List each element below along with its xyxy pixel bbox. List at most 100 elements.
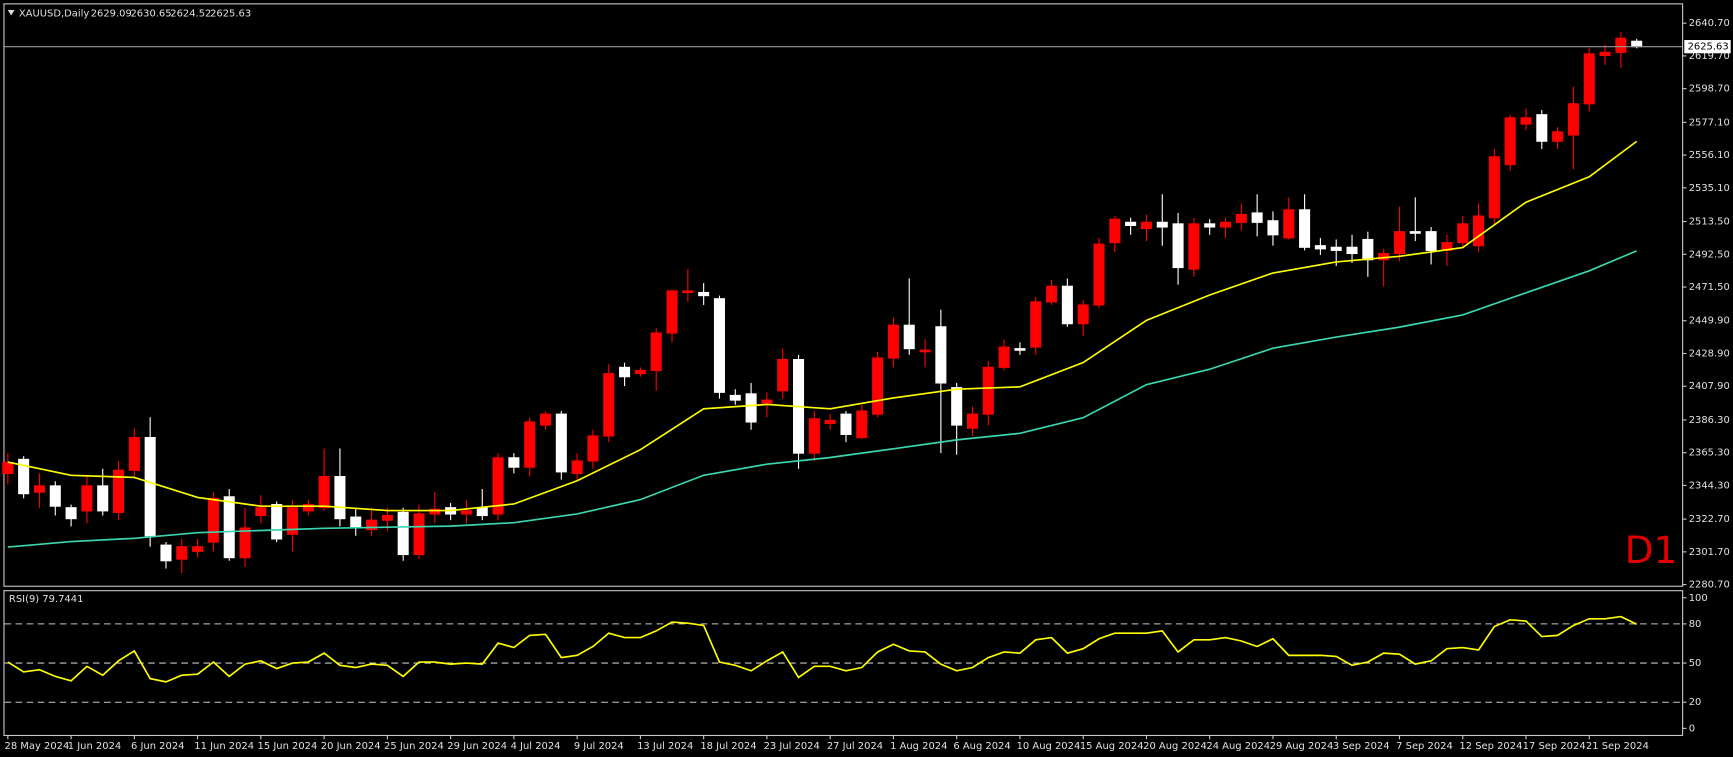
x-tick-label: 6 Aug 2024: [953, 741, 1010, 752]
candle-body: [1504, 117, 1516, 166]
candle-body: [856, 410, 868, 439]
x-tick-label: 24 Aug 2024: [1206, 741, 1270, 752]
candle-body: [1251, 212, 1263, 223]
current-price-label: 2625.63: [1688, 42, 1729, 53]
candle-body: [524, 421, 536, 468]
candle-body: [1393, 231, 1405, 255]
candle-body: [429, 508, 441, 515]
candle-body: [1125, 221, 1137, 226]
x-tick-label: 23 Jul 2024: [764, 741, 820, 752]
candle-body: [49, 485, 61, 507]
y-tick-label: 2535.10: [1689, 183, 1730, 194]
y-tick-label: 2280.70: [1689, 580, 1730, 591]
candle-body: [713, 298, 725, 393]
candle-body: [113, 469, 125, 513]
candle-body: [239, 527, 251, 559]
candle-body: [1061, 285, 1073, 325]
candle-body: [998, 346, 1010, 368]
candle-body: [982, 366, 994, 415]
x-tick-label: 10 Aug 2024: [1017, 741, 1081, 752]
x-tick-label: 17 Sep 2024: [1523, 741, 1586, 752]
candle-body: [1425, 231, 1437, 251]
candle-body: [1077, 304, 1089, 325]
y-tick-label: 2428.90: [1689, 348, 1730, 359]
x-tick-label: 13 Jul 2024: [637, 741, 693, 752]
x-tick-label: 20 Jun 2024: [321, 741, 381, 752]
y-tick-label: 2471.50: [1689, 282, 1730, 293]
ohlc-high: 2630.65: [130, 8, 171, 19]
candle-body: [97, 485, 109, 512]
candle-body: [935, 326, 947, 384]
x-tick-label: 21 Sep 2024: [1586, 741, 1649, 752]
candle-body: [650, 332, 662, 372]
x-tick-label: 18 Jul 2024: [700, 741, 756, 752]
y-tick-label: 2449.90: [1689, 316, 1730, 327]
candle-body: [350, 516, 362, 527]
candle-body: [603, 373, 615, 437]
y-tick-label: 2577.10: [1689, 117, 1730, 128]
candle-body: [1583, 53, 1595, 105]
candle-body: [619, 366, 631, 378]
candle-body: [1109, 218, 1121, 244]
candle-body: [397, 511, 409, 556]
x-tick-label: 20 Aug 2024: [1143, 741, 1207, 752]
candle-body: [840, 413, 852, 435]
candle-body: [1299, 209, 1311, 248]
candle-body: [1188, 223, 1200, 270]
y-tick-label: 80: [1689, 619, 1702, 630]
y-tick-label: 0: [1689, 723, 1695, 734]
candle-body: [460, 510, 472, 515]
candle-body: [1330, 246, 1342, 251]
ohlc-open: 2629.09: [91, 8, 132, 19]
menu-triangle[interactable]: [7, 9, 15, 16]
candle-body: [1093, 243, 1105, 306]
candle-body: [176, 546, 188, 560]
candle-body: [1536, 114, 1548, 142]
candle-body: [1235, 213, 1247, 223]
y-tick-label: 2640.70: [1689, 18, 1730, 29]
x-tick-label: 15 Jun 2024: [258, 741, 318, 752]
candle-body: [698, 291, 710, 297]
y-tick-label: 20: [1689, 697, 1702, 708]
candle-body: [1156, 221, 1168, 228]
candle-body: [1046, 285, 1058, 303]
candle-body: [887, 324, 899, 359]
x-tick-label: 7 Sep 2024: [1396, 741, 1453, 752]
candle-body: [666, 290, 678, 334]
candle-body: [729, 394, 741, 401]
candle-body: [366, 519, 378, 531]
y-tick-label: 2619.70: [1689, 51, 1730, 62]
candle-body: [1615, 37, 1627, 53]
candle-body: [476, 507, 488, 517]
y-tick-label: 2365.30: [1689, 448, 1730, 459]
candle-body: [571, 460, 583, 474]
candle-body: [1204, 223, 1216, 228]
candle-body: [223, 496, 235, 559]
rsi-line: [7, 615, 1638, 683]
moving-average-line: [7, 250, 1638, 548]
candle-body: [160, 544, 172, 562]
rsi-title: RSI(9) 79.7441: [9, 594, 83, 605]
candle-body: [1567, 103, 1579, 136]
candle-body: [144, 436, 156, 537]
candle-body: [255, 507, 267, 517]
candle-body: [555, 413, 567, 473]
moving-average-line: [7, 140, 1638, 512]
x-tick-label: 11 Jun 2024: [194, 741, 254, 752]
y-tick-label: 2322.70: [1689, 514, 1730, 525]
candle-body: [302, 504, 314, 512]
candle-body: [761, 399, 773, 404]
y-tick-label: 2556.10: [1689, 150, 1730, 161]
candle-body: [334, 475, 346, 520]
x-tick-label: 29 Aug 2024: [1270, 741, 1334, 752]
candle-body: [966, 413, 979, 429]
candle-body: [286, 507, 299, 535]
x-tick-label: 4 Jul 2024: [511, 741, 561, 752]
candle-body: [919, 349, 931, 353]
timeframe-label: D1: [1625, 528, 1678, 572]
candle-body: [951, 387, 963, 426]
x-tick-label: 27 Jul 2024: [827, 741, 883, 752]
candle-body: [207, 497, 219, 543]
candle-body: [777, 359, 789, 392]
candle-body: [1520, 117, 1532, 125]
